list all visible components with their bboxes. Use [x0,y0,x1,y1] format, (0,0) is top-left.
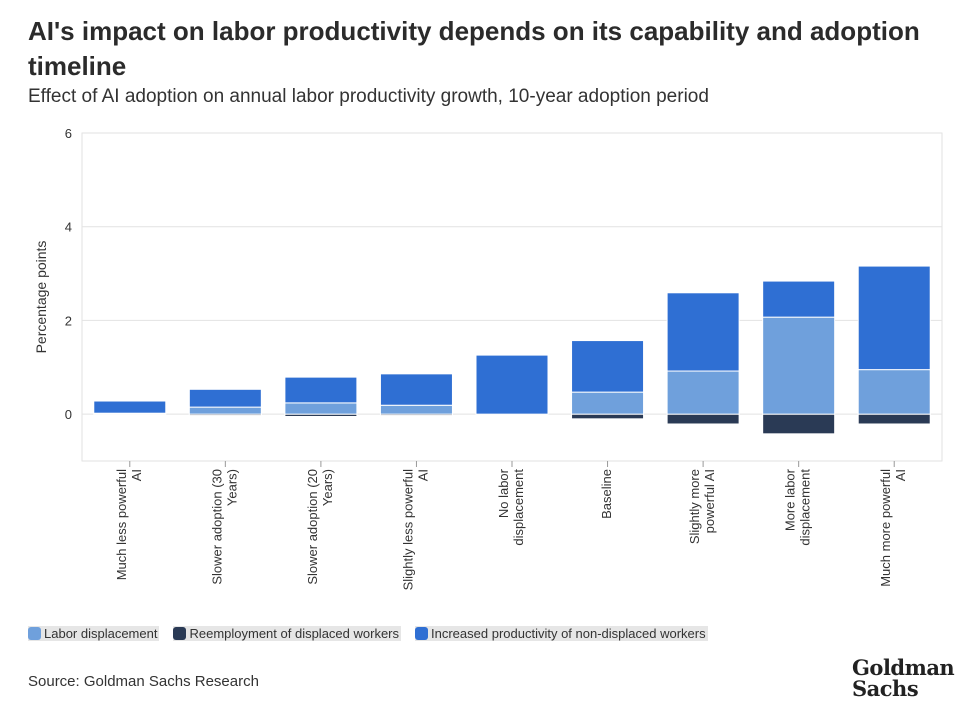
bar-labor-displacement [666,370,740,415]
bar-increased-productivity [666,292,740,372]
bar-increased-productivity [857,265,931,371]
y-tick-label: 6 [65,126,72,141]
x-tick-label: Slower adoption (30Years) [209,469,239,585]
bar-labor-displacement [284,402,358,415]
bar-labor-displacement [188,406,262,415]
y-tick-label: 0 [65,407,72,422]
chart-title: AI's impact on labor productivity depend… [28,16,920,81]
chart-subtitle: Effect of AI adoption on annual labor pr… [28,86,709,107]
bar-labor-displacement [857,369,931,415]
x-tick-label: Slightly morepowerful AI [687,469,717,544]
x-tick-label: Much less powerfulAI [114,469,144,580]
legend-swatch-increased-productivity [415,627,429,640]
bar-increased-productivity [379,373,453,406]
bar-increased-productivity [188,388,262,408]
y-tick-label: 4 [65,220,72,235]
stacked-bar-chart: 0 2 4 6 Percentage points Much less powerfulA… [33,126,943,590]
x-tick-label: Baseline [599,469,614,519]
source-note: Source: Goldman Sachs Research [28,673,259,690]
bar-increased-productivity [571,340,645,393]
legend-item-reemployment: Reemployment of displaced workers [173,626,402,641]
legend-label-increased-productivity: Increased productivity of non-displaced … [431,626,706,641]
y-axis-label: Percentage points [33,241,49,354]
bar-labor-displacement [571,391,645,415]
bar-reemployment [666,413,740,425]
bar-reemployment [857,413,931,425]
bar-increased-productivity [475,354,549,415]
x-tick-label: Slower adoption (20Years) [305,469,335,585]
legend-swatch-labor-displacement [28,627,41,640]
goldman-sachs-logo: Goldman Sachs [852,655,955,701]
x-tick-label: No labordisplacement [496,468,526,545]
bar-increased-productivity [284,376,358,404]
x-tick-label: Much more powerfulAI [878,469,908,587]
bar-labor-displacement [379,404,453,415]
bar-increased-productivity [762,280,836,318]
bar-increased-productivity [93,400,167,414]
y-tick-label: 2 [65,313,72,328]
x-tick-label: More labordisplacement [783,468,813,545]
bar-labor-displacement [762,316,836,415]
legend-item-labor-displacement: Labor displacement [28,626,160,641]
legend-item-increased-productivity: Increased productivity of non-displaced … [415,626,708,641]
bar-reemployment [762,413,836,435]
bar-reemployment [571,413,645,420]
legend-label-reemployment: Reemployment of displaced workers [189,626,400,641]
x-tick-label: Slightly less powerfulAI [400,469,430,590]
legend: Labor displacement Reemployment of displ… [28,626,708,641]
legend-swatch-reemployment [173,627,187,640]
legend-label-labor-displacement: Labor displacement [44,626,158,641]
